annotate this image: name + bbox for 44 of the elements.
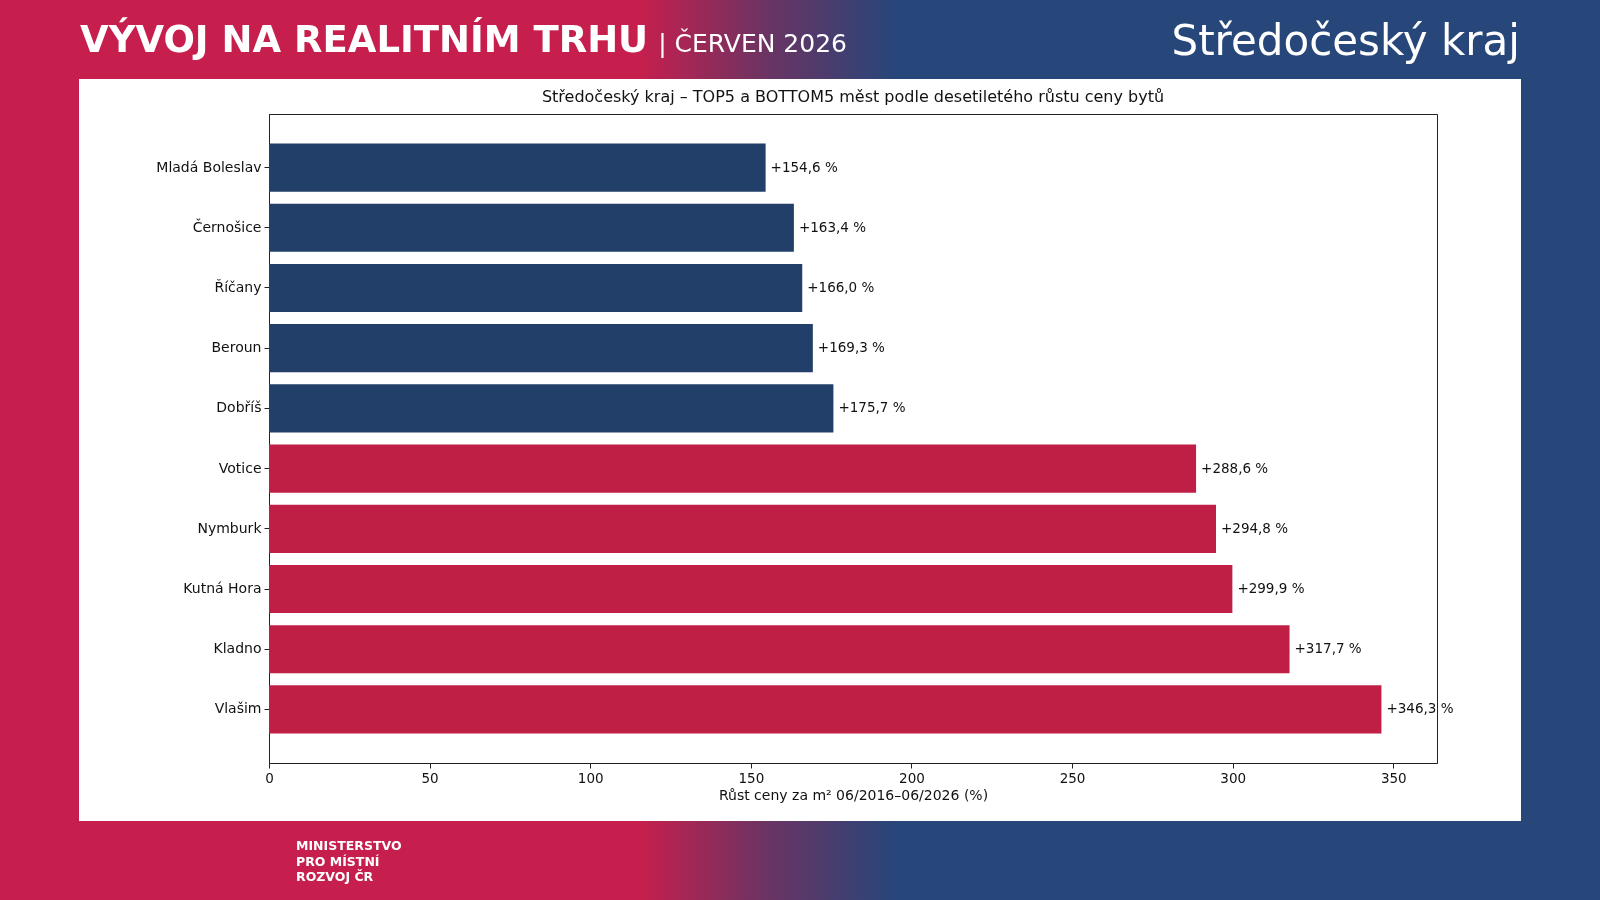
text: Středočeský kraj xyxy=(1171,16,1520,65)
x-axis-title: Růst ceny za m² 06/2016–06/2026 (%) xyxy=(718,787,989,803)
chart-title: Středočeský kraj – TOP5 a BOTTOM5 měst podle desetiletého růstu ceny bytů xyxy=(541,87,1165,106)
x-tick-label: 250 xyxy=(1059,769,1086,786)
y-tick-label: Dobříš xyxy=(216,399,262,416)
data-label: +346,3 % xyxy=(1386,700,1454,717)
bar xyxy=(269,685,1382,734)
y-tick-label: Kladno xyxy=(213,640,262,657)
data-label: +166,0 % xyxy=(807,278,875,295)
x-tick-label: 0 xyxy=(265,769,274,786)
bar xyxy=(269,564,1233,614)
bar xyxy=(269,384,834,433)
x-tick-label: 100 xyxy=(577,769,604,786)
bar xyxy=(269,444,1197,493)
data-label: +163,4 % xyxy=(798,218,867,235)
y-tick-label: Mladá Boleslav xyxy=(156,158,262,175)
x-tick-label: 50 xyxy=(421,769,439,786)
x-tick-label: 200 xyxy=(899,769,925,786)
bar xyxy=(269,263,803,313)
text: MINISTERSTVO PRO MÍSTNÍ ROZVOJ ČR xyxy=(296,838,403,885)
bar xyxy=(269,504,1216,553)
data-label: +288,6 % xyxy=(1201,459,1269,476)
bar xyxy=(269,203,794,252)
data-label: +299,9 % xyxy=(1237,580,1305,597)
bar xyxy=(269,625,1290,674)
y-tick-label: Votice xyxy=(218,459,262,476)
bar xyxy=(269,143,766,192)
y-tick-label: Vlašim xyxy=(214,700,262,717)
y-tick-label: Kutná Hora xyxy=(183,580,262,597)
data-label: +175,7 % xyxy=(838,399,906,416)
y-tick-label: Černošice xyxy=(192,217,262,235)
data-label: +294,8 % xyxy=(1220,519,1289,536)
data-label: +317,7 % xyxy=(1294,640,1362,657)
bar xyxy=(269,324,813,373)
y-tick-label: Nymburk xyxy=(197,519,263,536)
y-tick-label: Beroun xyxy=(211,339,262,356)
y-tick-label: Říčany xyxy=(214,278,262,295)
text: | ČERVEN 2026 xyxy=(658,29,847,58)
data-label: +154,6 % xyxy=(770,158,838,175)
x-tick-label: 300 xyxy=(1220,769,1247,786)
x-tick-label: 150 xyxy=(738,769,765,786)
text: VÝVOJ NA REALITNÍM TRHU xyxy=(80,18,649,61)
x-tick-label: 350 xyxy=(1380,769,1407,786)
data-label: +169,3 % xyxy=(817,339,886,356)
